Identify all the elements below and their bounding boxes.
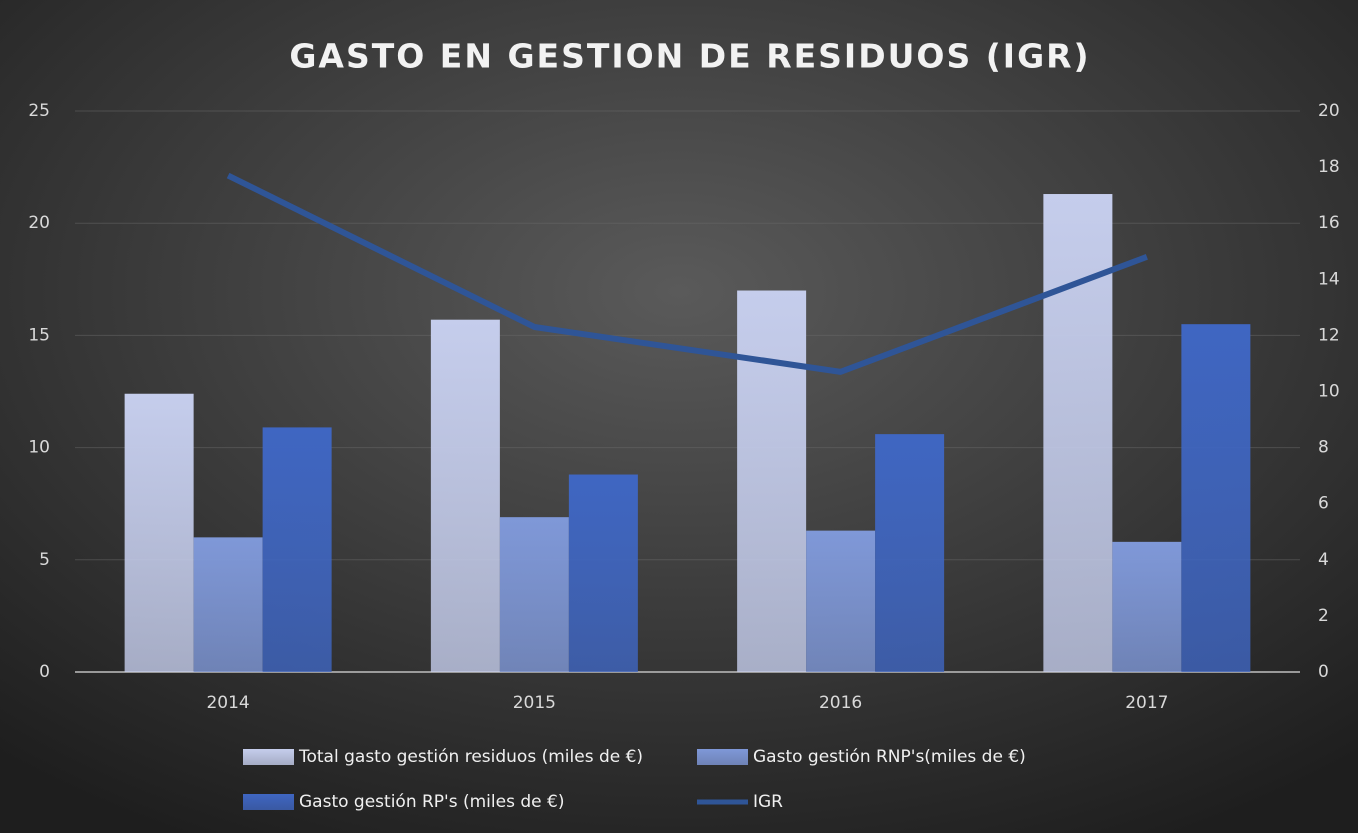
x-tick-label: 2014 [206,693,249,713]
bar [1181,324,1251,672]
y2-tick-label: 0 [1318,662,1329,682]
chart-title: GASTO EN GESTION DE RESIDUOS (IGR) [289,37,1090,76]
x-tick-label: 2015 [513,693,556,713]
legend-label: Total gasto gestión residuos (miles de €… [298,747,643,767]
bar [430,319,500,672]
legend-swatch [243,749,294,765]
bar [1112,541,1182,672]
bar [1043,194,1113,672]
y-tick-label: 10 [28,438,50,458]
y2-tick-label: 12 [1318,325,1340,345]
x-tick-label: 2016 [819,693,862,713]
bar [193,537,263,672]
x-tick-label: 2017 [1125,693,1168,713]
legend-label: Gasto gestión RNP's(miles de €) [753,747,1026,767]
y2-tick-label: 20 [1318,101,1340,121]
legend-label: IGR [753,792,783,812]
bar [568,474,638,672]
y2-tick-label: 10 [1318,382,1340,402]
legend-label: Gasto gestión RP's (miles de €) [299,792,564,812]
y-tick-label: 15 [28,325,50,345]
y-tick-label: 25 [28,101,50,121]
y2-tick-label: 6 [1318,494,1329,514]
legend-swatch [697,749,748,765]
legend-swatch [243,794,294,810]
bar [875,434,945,672]
bar [806,530,876,672]
y-tick-label: 0 [39,662,50,682]
y2-tick-label: 16 [1318,213,1340,233]
bar [737,290,807,672]
y-tick-label: 20 [28,213,50,233]
bar [124,393,194,672]
line [226,172,1148,375]
bar [499,517,569,672]
y2-tick-label: 2 [1318,606,1329,626]
y2-tick-label: 18 [1318,157,1340,177]
y2-tick-label: 8 [1318,438,1329,458]
y-tick-label: 5 [39,550,50,570]
bar [262,427,332,672]
y2-tick-label: 4 [1318,550,1329,570]
y2-tick-label: 14 [1318,269,1340,289]
